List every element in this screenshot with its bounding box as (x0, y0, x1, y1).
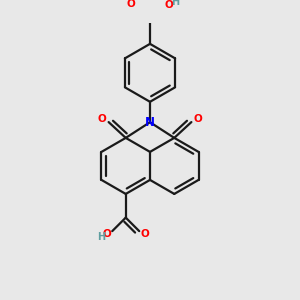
Text: O: O (127, 0, 135, 9)
Text: O: O (98, 114, 107, 124)
Text: O: O (164, 0, 173, 10)
Text: O: O (103, 229, 112, 239)
Text: H: H (97, 232, 105, 242)
Text: O: O (141, 229, 149, 239)
Text: H: H (171, 0, 179, 7)
Text: N: N (145, 116, 155, 129)
Text: O: O (193, 114, 202, 124)
